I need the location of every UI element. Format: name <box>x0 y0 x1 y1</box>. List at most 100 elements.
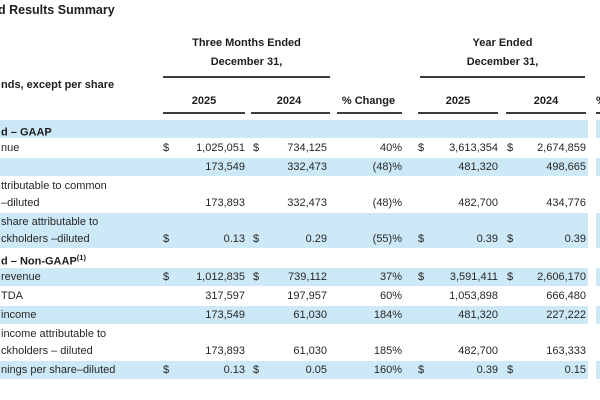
pct-change-value: 184% <box>373 309 402 321</box>
dollar-sign: $ <box>507 233 514 245</box>
fy2024-value: 163,333 <box>546 345 586 357</box>
row-label: nings per share–diluted <box>1 364 116 376</box>
footnote-superscript: (1) <box>76 253 86 262</box>
q2025-value: 173,549 <box>205 309 245 321</box>
q2024-value: 61,030 <box>293 309 327 321</box>
section-label: d – Non-GAAP(1) <box>1 249 86 271</box>
rule-col-fy2024 <box>506 112 586 114</box>
fy2025-value: 0.39 <box>476 364 498 376</box>
col-header-pct-change: % Change <box>341 95 396 107</box>
section-label-text: d – Non-GAAP <box>1 255 77 268</box>
period-header-year-line2: December 31, <box>466 56 539 68</box>
q2025-value: 173,549 <box>205 161 245 173</box>
rule-year-group <box>420 76 585 78</box>
rule-col-clipped <box>596 112 600 114</box>
fy2025-value: 482,700 <box>458 197 498 209</box>
dollar-sign: $ <box>418 233 425 245</box>
section-header-row: d – Non-GAAP(1) <box>0 249 600 268</box>
row-label: revenue <box>1 271 41 283</box>
pct-change-value: 40% <box>379 142 402 154</box>
rule-col-fy2025 <box>418 112 498 114</box>
dollar-sign: $ <box>418 364 425 376</box>
row-label: income <box>1 309 37 321</box>
table-row: ttributable to common –diluted 173,893 332,… <box>0 177 600 212</box>
row-label: nue <box>1 142 20 154</box>
q2024-value: 332,473 <box>287 197 327 209</box>
q2024-value: 734,125 <box>287 142 327 154</box>
col-header-q2025: 2025 <box>191 95 217 107</box>
fy2025-value: 1,053,898 <box>449 290 498 302</box>
fy2024-value: 434,776 <box>546 197 586 209</box>
q2024-value: 61,030 <box>293 345 327 357</box>
rule-col-pct-change <box>337 112 402 114</box>
section-header-row: d – GAAP <box>0 120 600 139</box>
col-header-q2024: 2024 <box>276 95 302 107</box>
pct-change-value: (48)% <box>372 197 402 209</box>
fy2024-value: 0.39 <box>564 233 586 245</box>
row-label-line1: income attributable to <box>1 328 107 340</box>
dollar-sign: $ <box>163 142 170 154</box>
row-label-line2: ckholders – diluted <box>1 345 93 357</box>
dollar-sign: $ <box>253 364 260 376</box>
table-row: revenue $ $ $ $1,012,835 739,112 37% 3,591,411 2… <box>0 268 600 286</box>
dollar-sign: $ <box>253 271 260 283</box>
dollar-sign: $ <box>418 271 425 283</box>
fy2025-value: 3,613,354 <box>449 142 498 154</box>
dollar-sign: $ <box>163 271 170 283</box>
fy2025-value: 481,320 <box>458 309 498 321</box>
table-row: 173,549 332,473 (48)% 481,320 498,665 <box>0 158 600 176</box>
row-label-line2: ckholders –diluted <box>1 233 90 245</box>
section-label: d – GAAP <box>1 120 52 142</box>
rule-col-q2024 <box>251 112 330 114</box>
row-label-line1: ttributable to common <box>1 180 107 192</box>
pct-change-value: (48)% <box>372 161 402 173</box>
table-row: nings per share–diluted $ $ $ $0.13 0.05 160% 0… <box>0 361 600 379</box>
col-header-fy2024: 2024 <box>533 95 559 107</box>
col-header-fy2025: 2025 <box>445 95 471 107</box>
dollar-sign: $ <box>418 142 425 154</box>
table-row: TDA 317,597 197,957 60% 1,053,898 666,480 <box>0 287 600 305</box>
table-row: nue $ $ $ $1,025,051 734,125 40% 3,613,354 2,674… <box>0 139 600 157</box>
row-label-line1: share attributable to <box>1 216 99 228</box>
q2024-value: 332,473 <box>287 161 327 173</box>
q2025-value: 1,025,051 <box>196 142 245 154</box>
q2024-value: 0.05 <box>305 364 327 376</box>
q2024-value: 739,112 <box>288 271 327 283</box>
pct-change-value: (55)% <box>372 233 402 245</box>
dollar-sign: $ <box>507 364 514 376</box>
fy2024-value: 2,674,859 <box>537 142 586 154</box>
dollar-sign: $ <box>163 364 170 376</box>
q2025-value: 173,893 <box>205 345 245 357</box>
dollar-sign: $ <box>253 233 260 245</box>
pct-change-value: 60% <box>379 290 402 302</box>
dollar-sign: $ <box>253 142 260 154</box>
fy2025-value: 482,700 <box>458 345 498 357</box>
pct-change-value: 160% <box>373 364 402 376</box>
q2025-value: 173,893 <box>205 197 245 209</box>
dollar-sign: $ <box>507 142 514 154</box>
page-title: d Results Summary <box>0 3 115 17</box>
q2025-value: 317,597 <box>205 290 245 302</box>
q2025-value: 1,012,835 <box>196 271 245 283</box>
row-label: TDA <box>1 290 23 302</box>
period-header-quarter-line1: Three Months Ended <box>192 37 301 49</box>
fy2024-value: 0.15 <box>564 364 586 376</box>
row-label-line2: –diluted <box>1 197 40 209</box>
fy2025-value: 481,320 <box>458 161 498 173</box>
section-label-text: d – GAAP <box>1 126 52 139</box>
dollar-sign: $ <box>163 233 170 245</box>
period-header-quarter-line2: December 31, <box>210 56 283 68</box>
q2024-value: 0.29 <box>305 233 327 245</box>
fy2025-value: 0.39 <box>476 233 498 245</box>
table-row: share attributable to ckholders –diluted $… <box>0 213 600 248</box>
q2025-value: 0.13 <box>223 233 245 245</box>
q2024-value: 197,957 <box>287 290 327 302</box>
table-row: income attributable to ckholders – dilute… <box>0 325 600 360</box>
rule-quarter-group <box>163 76 330 78</box>
fy2024-value: 498,665 <box>546 161 586 173</box>
table-row: income 173,549 61,030 184% 481,320 227,222 <box>0 306 600 324</box>
col-header-clipped-pct-change: % <box>596 95 600 109</box>
fy2024-value: 2,606,170 <box>537 271 586 283</box>
fy2025-value: 3,591,411 <box>449 271 498 283</box>
